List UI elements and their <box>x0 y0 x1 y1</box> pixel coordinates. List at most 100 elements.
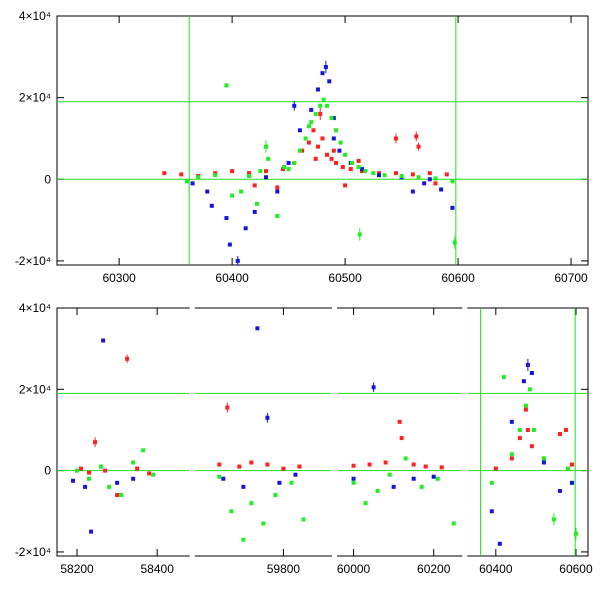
data-point <box>135 466 140 471</box>
data-point <box>273 493 278 498</box>
data-point <box>351 476 356 481</box>
data-point <box>275 185 280 190</box>
data-point <box>306 124 311 129</box>
data-point <box>162 171 167 176</box>
data-point <box>83 484 88 489</box>
data-point <box>569 462 574 467</box>
data-point <box>252 183 257 188</box>
data-point <box>217 474 222 479</box>
x-tick-label: 60700 <box>554 271 588 285</box>
data-point <box>541 460 546 465</box>
data-point <box>318 103 323 108</box>
data-point <box>292 160 297 165</box>
axis-break-bottom <box>462 555 468 558</box>
data-point <box>107 484 112 489</box>
data-point <box>190 181 195 186</box>
data-point <box>247 174 252 179</box>
data-point <box>376 173 381 178</box>
data-point <box>371 385 376 390</box>
data-point <box>489 509 494 514</box>
data-point <box>115 480 120 485</box>
data-point <box>301 517 306 522</box>
data-point <box>521 379 526 384</box>
data-point <box>529 371 534 376</box>
data-point <box>217 462 222 467</box>
data-point <box>399 174 404 179</box>
data-point <box>551 517 556 522</box>
data-point <box>323 65 328 70</box>
data-point <box>75 468 80 473</box>
data-point <box>329 156 334 161</box>
data-point <box>517 427 522 432</box>
data-point <box>419 484 424 489</box>
data-point <box>321 97 326 102</box>
x-tick-label: 60000 <box>337 562 371 576</box>
data-point <box>348 167 353 172</box>
data-point <box>509 456 514 461</box>
data-point <box>416 175 421 180</box>
plot-frame <box>56 15 589 266</box>
data-point <box>525 362 530 367</box>
data-point <box>249 501 254 506</box>
data-point <box>315 87 320 92</box>
data-point <box>517 436 522 441</box>
data-point <box>213 171 218 176</box>
data-point <box>489 480 494 485</box>
data-point <box>289 480 294 485</box>
data-point <box>309 120 314 125</box>
data-point <box>367 462 372 467</box>
data-point <box>115 493 120 498</box>
data-point <box>351 480 356 485</box>
data-point <box>541 456 546 461</box>
data-point <box>563 427 568 432</box>
data-point <box>297 464 302 469</box>
data-point <box>403 456 408 461</box>
data-point <box>433 176 438 181</box>
data-point <box>243 226 248 231</box>
series-green <box>75 375 578 542</box>
data-point <box>265 462 270 467</box>
data-point <box>249 460 254 465</box>
data-point <box>235 258 240 263</box>
x-tick-label: 60400 <box>215 271 249 285</box>
x-tick-label: 58400 <box>141 562 175 576</box>
data-point <box>229 509 234 514</box>
data-point <box>151 472 156 477</box>
y-tick-label: 4×10⁴ <box>19 301 51 315</box>
data-point <box>303 136 308 141</box>
data-point <box>557 432 562 437</box>
data-point <box>410 172 415 177</box>
data-point <box>399 436 404 441</box>
data-point <box>89 529 94 534</box>
axis-break-bottom <box>332 555 338 558</box>
axis-break-top <box>332 307 338 310</box>
data-point <box>573 531 578 536</box>
data-point <box>393 171 398 176</box>
data-point <box>525 427 530 432</box>
data-point <box>241 537 246 542</box>
data-point <box>325 103 330 108</box>
data-point <box>383 460 388 465</box>
data-point <box>439 465 444 470</box>
data-point <box>349 160 354 165</box>
data-point <box>281 466 286 471</box>
data-point <box>334 128 339 133</box>
data-point <box>393 136 398 141</box>
data-point <box>196 175 201 180</box>
data-point <box>360 167 365 172</box>
data-point <box>497 541 502 546</box>
data-point <box>247 171 252 176</box>
plot-frame <box>56 307 589 557</box>
data-point <box>414 134 419 139</box>
data-point <box>309 107 314 112</box>
data-point <box>71 478 76 483</box>
top-panel: 4×10⁴ 2×10⁴ 0 -2×10⁴ 60300 60400 60500 60600 607… <box>15 9 589 285</box>
data-point <box>103 468 108 473</box>
data-point <box>451 521 456 526</box>
y-tick-label: 0 <box>44 172 51 186</box>
data-point <box>221 476 226 481</box>
data-point <box>261 521 266 526</box>
data-point <box>569 480 574 485</box>
data-point <box>527 387 532 392</box>
